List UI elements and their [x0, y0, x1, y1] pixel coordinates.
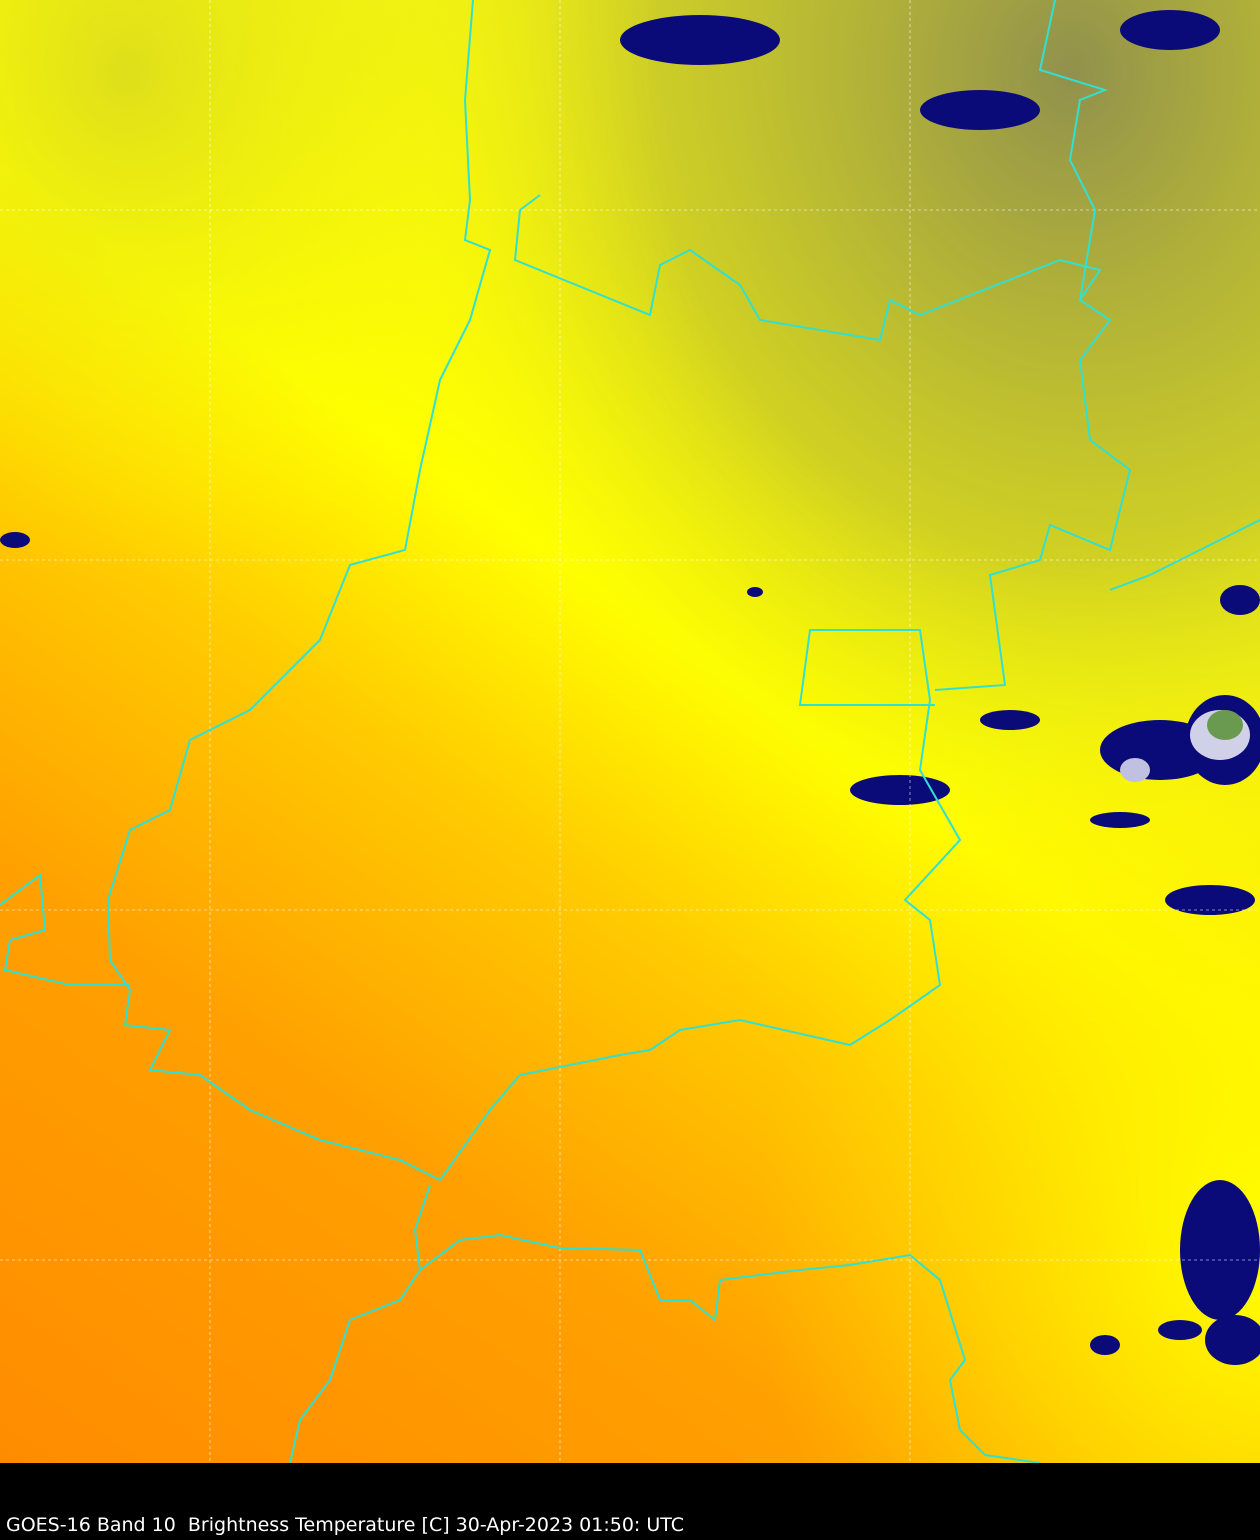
deep-convection: [1120, 710, 1250, 782]
brightness-temperature-map: [0, 0, 1260, 1463]
cool-region-overlay-nw: [0, 0, 1260, 1463]
image-caption: GOES-16 Band 10 Brightness Temperature […: [6, 1514, 685, 1536]
state-borders: [0, 0, 1260, 1463]
lat-lon-grid: [0, 0, 1260, 1463]
